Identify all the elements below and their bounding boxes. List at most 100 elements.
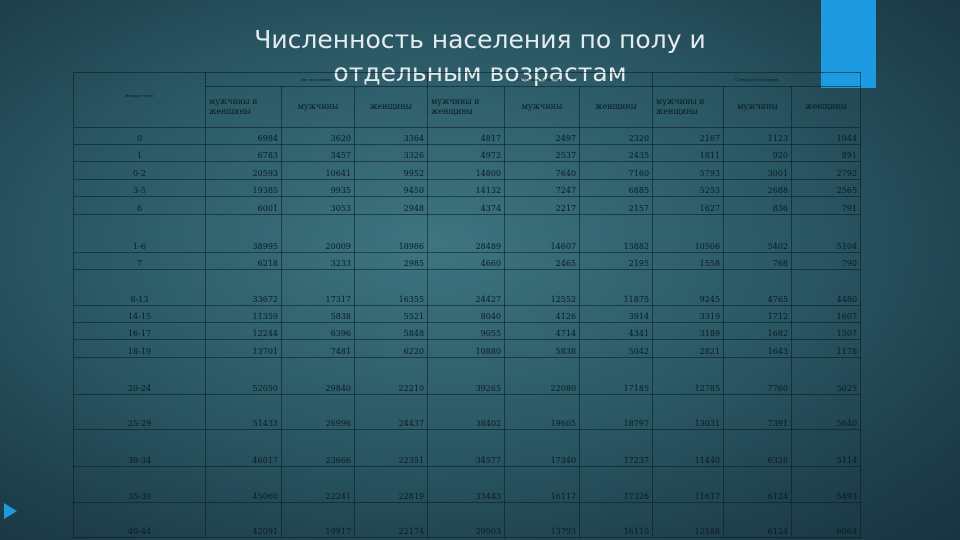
value-cell: 6218 [205, 252, 282, 270]
value-cell: 920 [723, 144, 793, 162]
value-cell: 38995 [205, 214, 282, 253]
value-cell: 19917 [281, 502, 355, 538]
value-cell: 13031 [652, 394, 725, 430]
value-cell: 9935 [281, 179, 355, 197]
value-cell: 33443 [427, 466, 506, 503]
value-cell: 2497 [504, 127, 581, 145]
value-cell: 3364 [353, 127, 429, 145]
value-cell: 3319 [652, 305, 725, 323]
table-row: 14-15 11359 5838 5521 8040 4126 3914 3319 1712 16… [73, 305, 862, 323]
value-cell: 5402 [723, 214, 793, 253]
value-cell: 2821 [652, 339, 725, 358]
value-cell: 2792 [791, 161, 862, 180]
value-cell: 39265 [427, 357, 506, 395]
age-cell: 14-15 [73, 305, 206, 323]
table-row: 25-29 51433 26996 24437 38402 19605 18797 13031… [73, 394, 862, 430]
value-cell: 10641 [281, 161, 355, 180]
value-cell: 12244 [205, 322, 282, 340]
value-cell: 7481 [281, 339, 355, 358]
subheader-total: мужчины и женщины [652, 86, 725, 128]
group-header-row: Возраст (лет) Все население Городское на… [73, 72, 862, 128]
value-cell: 20593 [205, 161, 282, 180]
value-cell: 5793 [652, 161, 725, 180]
value-cell: 3620 [281, 127, 355, 145]
value-cell: 22080 [504, 357, 581, 395]
value-cell: 3053 [281, 196, 355, 215]
value-cell: 1682 [723, 322, 793, 340]
value-cell: 17237 [579, 429, 654, 467]
value-cell: 7760 [723, 357, 793, 395]
value-cell: 12552 [504, 269, 581, 306]
value-cell: 790 [791, 252, 862, 270]
value-cell: 7391 [723, 394, 793, 430]
table-row: 1-6 38995 20009 18986 28489 14607 13882 10506 54… [73, 214, 862, 253]
value-cell: 8040 [427, 305, 506, 323]
value-cell: 13701 [205, 339, 282, 358]
table-row: 35-39 45060 22241 22819 33443 16117 17326 11617… [73, 466, 862, 503]
value-cell: 768 [723, 252, 793, 270]
value-cell: 10506 [652, 214, 725, 253]
table-row: 40-44 42091 19917 22174 29903 13793 16110 12188… [73, 502, 862, 538]
subheader-men: мужчины [504, 86, 581, 128]
value-cell: 3189 [652, 322, 725, 340]
slide-title-line-1: Численность населения по полу и [254, 24, 706, 54]
value-cell: 5848 [353, 322, 429, 340]
value-cell: 11875 [579, 269, 654, 306]
value-cell: 29903 [427, 502, 506, 538]
value-cell: 5025 [791, 357, 862, 395]
value-cell: 17326 [579, 466, 654, 503]
value-cell: 2565 [791, 179, 862, 197]
group-header-rural: Сельское население [652, 72, 862, 87]
value-cell: 3914 [579, 305, 654, 323]
value-cell: 2688 [723, 179, 793, 197]
value-cell: 6783 [205, 144, 282, 162]
age-column-header: Возраст (лет) [73, 72, 206, 128]
value-cell: 11359 [205, 305, 282, 323]
age-cell: 20-24 [73, 357, 206, 395]
age-cell: 7 [73, 252, 206, 270]
value-cell: 2537 [504, 144, 581, 162]
value-cell: 5114 [791, 429, 862, 467]
value-cell: 1643 [723, 339, 793, 358]
subheader-men: мужчины [723, 86, 793, 128]
value-cell: 5042 [579, 339, 654, 358]
value-cell: 12785 [652, 357, 725, 395]
value-cell: 4817 [427, 127, 506, 145]
age-cell: 1 [73, 144, 206, 162]
value-cell: 3457 [281, 144, 355, 162]
value-cell: 2465 [504, 252, 581, 270]
value-cell: 4374 [427, 196, 506, 215]
table-body: 0 6984 3620 3364 4817 2497 2320 2167 1123 1044 1 67… [73, 127, 862, 538]
value-cell: 5838 [504, 339, 581, 358]
value-cell: 2435 [579, 144, 654, 162]
value-cell: 9952 [353, 161, 429, 180]
subheader-total: мужчины и женщины [205, 86, 282, 128]
value-cell: 2157 [579, 196, 654, 215]
value-cell: 12188 [652, 502, 725, 538]
subheader-row: мужчины и женщины мужчины женщины мужчин… [74, 86, 862, 128]
age-cell: 8-13 [73, 269, 206, 306]
value-cell: 891 [791, 144, 862, 162]
value-cell: 24427 [427, 269, 506, 306]
value-cell: 4660 [427, 252, 506, 270]
value-cell: 791 [791, 196, 862, 215]
value-cell: 22210 [353, 357, 429, 395]
value-cell: 22819 [353, 466, 429, 503]
value-cell: 4765 [723, 269, 793, 306]
population-table: Возраст (лет) Все население Городское на… [73, 72, 862, 538]
value-cell: 4714 [504, 322, 581, 340]
table-row: 3-5 19385 9935 9450 14132 7247 6885 5253 2688 256… [73, 179, 862, 197]
age-cell: 18-19 [73, 339, 206, 358]
value-cell: 46017 [205, 429, 282, 467]
value-cell: 2167 [652, 127, 725, 145]
value-cell: 1627 [652, 196, 725, 215]
value-cell: 1507 [791, 322, 862, 340]
value-cell: 6001 [205, 196, 282, 215]
value-cell: 14132 [427, 179, 506, 197]
value-cell: 9450 [353, 179, 429, 197]
value-cell: 2948 [353, 196, 429, 215]
value-cell: 13793 [504, 502, 581, 538]
value-cell: 2217 [504, 196, 581, 215]
value-cell: 45060 [205, 466, 282, 503]
value-cell: 42091 [205, 502, 282, 538]
